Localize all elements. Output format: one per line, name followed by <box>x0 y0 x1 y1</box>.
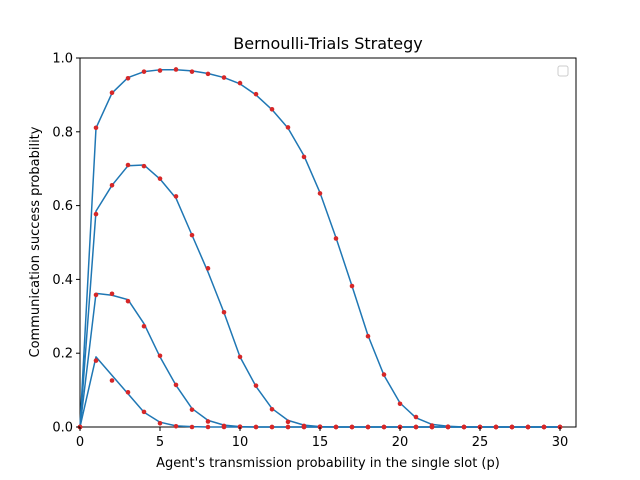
data-point <box>541 424 547 430</box>
data-point <box>189 69 195 74</box>
data-point <box>269 106 275 112</box>
data-point <box>141 323 147 329</box>
data-point <box>333 236 339 241</box>
data-point <box>301 424 307 430</box>
y-tick-label: 0.6 <box>52 199 73 214</box>
data-point <box>141 69 147 74</box>
x-tick-label: 25 <box>472 435 489 450</box>
data-point <box>141 409 147 415</box>
x-axis-ticks: 0 5 10 15 20 25 30 <box>76 427 568 450</box>
data-point <box>125 76 131 81</box>
marker-layer <box>77 67 563 430</box>
data-point <box>109 378 115 383</box>
data-point <box>285 424 291 430</box>
x-tick-label: 30 <box>552 435 569 450</box>
data-point <box>173 382 179 388</box>
data-point <box>125 298 131 304</box>
data-point <box>189 232 195 238</box>
y-tick-label: 0.8 <box>52 125 73 140</box>
data-point <box>237 354 243 360</box>
series-layer <box>79 69 560 428</box>
series-line-4 <box>79 356 560 428</box>
data-point <box>93 125 99 131</box>
x-tick-label: 20 <box>392 435 409 450</box>
x-axis-label: Agent's transmission probability in the … <box>156 456 500 471</box>
data-point <box>413 424 419 430</box>
data-point <box>365 333 371 339</box>
data-point <box>157 176 163 181</box>
data-point <box>109 90 115 95</box>
data-point <box>493 424 499 430</box>
data-point <box>509 424 515 430</box>
x-tick-label: 10 <box>232 435 249 450</box>
data-point <box>109 291 115 297</box>
data-point <box>173 194 179 199</box>
data-point <box>157 421 163 426</box>
x-tick-label: 15 <box>312 435 329 450</box>
data-point <box>397 401 403 407</box>
data-point <box>173 423 179 429</box>
y-axis-label: Communication success probability <box>28 126 43 357</box>
data-point <box>253 91 259 97</box>
data-point <box>413 414 419 420</box>
series-line-2 <box>79 164 560 428</box>
data-point <box>269 424 275 430</box>
data-point <box>205 266 211 271</box>
data-point <box>381 424 387 430</box>
chart-title: Bernoulli-Trials Strategy <box>233 34 423 53</box>
data-point <box>445 424 451 430</box>
plot-area <box>77 57 577 430</box>
data-point <box>285 419 291 425</box>
data-point <box>221 309 227 315</box>
data-point <box>253 383 259 388</box>
series-line-3 <box>79 292 560 428</box>
data-point <box>109 183 115 188</box>
data-point <box>349 424 355 430</box>
axes-frame <box>79 57 577 428</box>
y-tick-label: 0.2 <box>52 347 73 362</box>
data-point <box>125 162 131 168</box>
data-point <box>461 424 467 430</box>
data-point <box>157 353 163 359</box>
data-point <box>173 67 179 72</box>
y-tick-label: 1.0 <box>52 52 73 67</box>
data-point <box>221 424 227 430</box>
y-axis-ticks: 0.0 0.2 0.4 0.6 0.8 1.0 <box>52 52 80 436</box>
data-point <box>253 424 259 430</box>
data-point <box>93 292 99 298</box>
data-point <box>205 71 211 77</box>
data-point <box>237 80 243 86</box>
data-point <box>93 211 99 217</box>
data-point <box>317 191 323 196</box>
y-tick-label: 0.4 <box>52 273 73 288</box>
legend-box <box>557 65 569 77</box>
data-point <box>333 424 339 430</box>
data-point <box>301 154 307 160</box>
x-tick-label: 5 <box>156 435 164 450</box>
data-point <box>381 372 387 377</box>
data-point <box>125 390 131 395</box>
data-point <box>221 75 227 80</box>
data-point <box>205 419 211 424</box>
data-point <box>189 407 195 412</box>
data-point <box>285 125 291 130</box>
x-tick-label: 0 <box>76 435 84 450</box>
data-point <box>141 163 147 169</box>
data-point <box>205 424 211 430</box>
data-point <box>429 424 435 430</box>
data-point <box>365 424 371 430</box>
data-point <box>157 68 163 73</box>
data-point <box>269 406 275 412</box>
y-tick-label: 0.0 <box>52 421 73 436</box>
data-point <box>93 358 99 363</box>
data-point <box>525 424 531 430</box>
data-point <box>349 283 355 289</box>
data-point <box>189 424 195 430</box>
series-line-1 <box>79 69 560 428</box>
